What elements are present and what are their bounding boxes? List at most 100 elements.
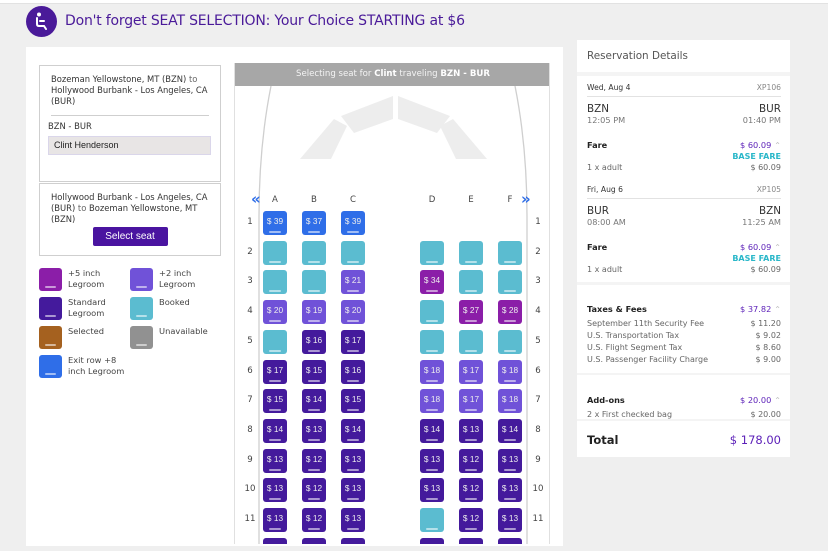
chevron-double-right-icon[interactable]: » bbox=[521, 190, 531, 208]
row-number: 10 bbox=[532, 484, 544, 495]
row-number: 4 bbox=[535, 306, 541, 317]
seat-12B[interactable] bbox=[302, 537, 326, 544]
row-number: 5 bbox=[247, 335, 253, 346]
seat-10E[interactable]: $ 12 bbox=[459, 478, 483, 503]
row-number: 2 bbox=[535, 246, 541, 257]
seat-7D[interactable]: $ 18 bbox=[420, 389, 444, 414]
seat-10F[interactable]: $ 13 bbox=[498, 478, 522, 503]
outbound-route: Bozeman Yellowstone, MT (BZN) to Hollywo… bbox=[40, 66, 220, 107]
seat-7E[interactable]: $ 17 bbox=[459, 389, 483, 414]
seat-9F[interactable]: $ 13 bbox=[498, 448, 522, 473]
row-number: 4 bbox=[247, 306, 253, 317]
seat-6F[interactable]: $ 18 bbox=[498, 359, 522, 384]
seat-12F[interactable] bbox=[498, 537, 522, 544]
addons-toggle[interactable]: $ 20.00 ⌃ bbox=[740, 388, 781, 407]
seat-3D[interactable]: $ 34 bbox=[420, 270, 444, 295]
seat-1A[interactable]: $ 39 bbox=[263, 211, 287, 235]
seat-selection-banner: Don't forget SEAT SELECTION: Your Choice… bbox=[26, 5, 465, 37]
seat-6E[interactable]: $ 17 bbox=[459, 359, 483, 384]
seat-5C[interactable]: $ 17 bbox=[341, 329, 365, 354]
legend-swatch bbox=[39, 355, 62, 378]
seat-8F[interactable]: $ 14 bbox=[498, 418, 522, 443]
seat-7B[interactable]: $ 14 bbox=[302, 389, 326, 414]
seat-10A[interactable]: $ 13 bbox=[263, 478, 287, 503]
seat-11F[interactable]: $ 13 bbox=[498, 508, 522, 532]
seat-8B[interactable]: $ 13 bbox=[302, 418, 326, 443]
seat-12C[interactable] bbox=[341, 537, 365, 544]
seat-11B[interactable]: $ 12 bbox=[302, 508, 326, 532]
seat-2F bbox=[498, 240, 522, 265]
legend-swatch bbox=[39, 297, 62, 320]
seat-9D[interactable]: $ 13 bbox=[420, 448, 444, 473]
seat-8E[interactable]: $ 13 bbox=[459, 418, 483, 443]
seat-12E[interactable] bbox=[459, 537, 483, 544]
row-number: 11 bbox=[532, 514, 544, 524]
chevron-double-left-icon[interactable]: « bbox=[251, 190, 261, 208]
seat-3C[interactable]: $ 21 bbox=[341, 270, 365, 295]
leg-label: BZN - BUR bbox=[48, 121, 92, 131]
legend-label-line: +2 inch bbox=[159, 268, 192, 278]
seat-6C[interactable]: $ 16 bbox=[341, 359, 365, 384]
header-text: Selecting seat for bbox=[295, 69, 375, 79]
seat-9C[interactable]: $ 13 bbox=[341, 448, 365, 473]
seat-4F[interactable]: $ 28 bbox=[498, 300, 522, 325]
legend-item: Unavailable bbox=[130, 326, 208, 349]
passenger-count: 1 x adult bbox=[587, 265, 623, 274]
seat-8D[interactable]: $ 14 bbox=[420, 418, 444, 443]
seat-5E bbox=[459, 329, 483, 354]
seat-12D[interactable] bbox=[420, 537, 444, 544]
fare-toggle[interactable]: $ 60.09 ⌃ bbox=[740, 235, 781, 254]
seat-4E[interactable]: $ 27 bbox=[459, 300, 483, 325]
tax-item-label: September 11th Security Fee bbox=[587, 319, 705, 328]
seat-12A[interactable] bbox=[263, 537, 287, 544]
seat-7C[interactable]: $ 15 bbox=[341, 389, 365, 414]
flight-number: XP106 bbox=[756, 83, 781, 92]
legend-item: +2 inch Legroom bbox=[130, 268, 195, 291]
seat-2D bbox=[420, 240, 444, 265]
seat-7A[interactable]: $ 15 bbox=[263, 389, 287, 414]
seat-9B[interactable]: $ 12 bbox=[302, 448, 326, 473]
route-origin: Bozeman Yellowstone, MT (BZN) bbox=[51, 74, 187, 84]
seat-9A[interactable]: $ 13 bbox=[263, 448, 287, 473]
chevron-up-icon: ⌃ bbox=[774, 141, 781, 150]
seat-1B[interactable]: $ 37 bbox=[302, 211, 326, 235]
fare-toggle[interactable]: $ 60.09 ⌃ bbox=[740, 133, 781, 152]
legend-swatch bbox=[130, 297, 153, 320]
origin-code: BUR bbox=[587, 205, 609, 217]
legend-label: Unavailable bbox=[159, 326, 208, 337]
seat-10D[interactable]: $ 13 bbox=[420, 478, 444, 503]
seat-3B bbox=[302, 270, 326, 295]
seat-4C[interactable]: $ 20 bbox=[341, 300, 365, 325]
seat-11A[interactable]: $ 13 bbox=[263, 508, 287, 532]
seat-4A[interactable]: $ 20 bbox=[263, 300, 287, 325]
seat-4B[interactable]: $ 19 bbox=[302, 300, 326, 325]
route-destination: Bozeman Yellowstone, MT (BZN) bbox=[51, 203, 198, 224]
row-number: 8 bbox=[535, 424, 541, 435]
addons-amount: $ 20.00 bbox=[740, 395, 772, 405]
legend-swatch bbox=[130, 268, 153, 291]
tax-item-amount: $ 8.60 bbox=[755, 343, 781, 352]
seat-7F[interactable]: $ 18 bbox=[498, 389, 522, 414]
select-seat-button[interactable]: Select seat bbox=[92, 227, 168, 246]
seat-5B[interactable]: $ 16 bbox=[302, 329, 326, 354]
seat-8C[interactable]: $ 14 bbox=[341, 418, 365, 443]
seat-6A[interactable]: $ 17 bbox=[263, 359, 287, 384]
seat-11E[interactable]: $ 12 bbox=[459, 508, 483, 532]
reservation-details: Reservation Details Wed, Aug 4 XP106 BZN B… bbox=[577, 40, 790, 457]
seat-10C[interactable]: $ 13 bbox=[341, 478, 365, 503]
seat-6B[interactable]: $ 15 bbox=[302, 359, 326, 384]
row-number: 6 bbox=[535, 365, 541, 376]
column-label: A bbox=[272, 195, 278, 205]
taxes-toggle[interactable]: $ 37.82 ⌃ bbox=[740, 297, 781, 316]
seat-10B[interactable]: $ 12 bbox=[302, 478, 326, 503]
passenger-name: Clint bbox=[374, 69, 397, 79]
chevron-up-icon: ⌃ bbox=[774, 305, 781, 314]
seat-9E[interactable]: $ 12 bbox=[459, 448, 483, 473]
row-number: 3 bbox=[247, 276, 253, 287]
seat-6D[interactable]: $ 18 bbox=[420, 359, 444, 384]
seat-11C[interactable]: $ 13 bbox=[341, 508, 365, 532]
seat-2B bbox=[302, 240, 326, 265]
seat-1C[interactable]: $ 39 bbox=[341, 211, 365, 235]
seat-8A[interactable]: $ 14 bbox=[263, 418, 287, 443]
passenger-selector[interactable]: Clint Henderson bbox=[48, 136, 211, 155]
